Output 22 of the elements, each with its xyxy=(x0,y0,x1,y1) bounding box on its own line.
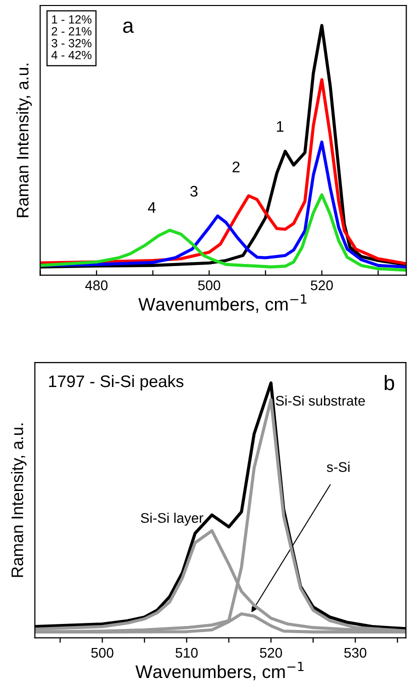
y-axis-title: Raman Intensity, a.u. xyxy=(16,64,32,218)
x-tick-label: 500 xyxy=(198,280,220,290)
annotation: 1 - 12% 2 - 21% 3 - 32% 4 - 42% xyxy=(51,15,92,60)
series-label: 3 xyxy=(190,186,198,197)
x-axis-title: Wavenumbers, cm$^{−1}$ xyxy=(138,294,306,313)
series-label: 2 xyxy=(232,162,240,172)
x-tick-label: 500 xyxy=(91,648,114,658)
x-tick-label: 510 xyxy=(176,648,198,658)
x-tick-label: 520 xyxy=(310,280,333,290)
x-tick-label: 520 xyxy=(260,648,282,658)
y-axis-title: Raman Intensity, a.u. xyxy=(10,424,27,577)
x-tick-label: 480 xyxy=(85,280,108,290)
annotation: b xyxy=(384,374,394,390)
annotation: s-Si xyxy=(326,462,350,472)
annotation: a xyxy=(123,22,134,33)
x-tick-label: 530 xyxy=(344,648,366,658)
annotation: Si-Si substrate xyxy=(276,395,365,406)
annotation: 1797 - Si-Si peaks xyxy=(49,374,184,390)
annotation: Si-Si layer xyxy=(140,512,204,526)
series-label: 4 xyxy=(148,202,156,213)
x-axis-title: Wavenumbers, cm$^{−1}$ xyxy=(136,662,304,680)
series-label: 1 xyxy=(276,121,284,132)
